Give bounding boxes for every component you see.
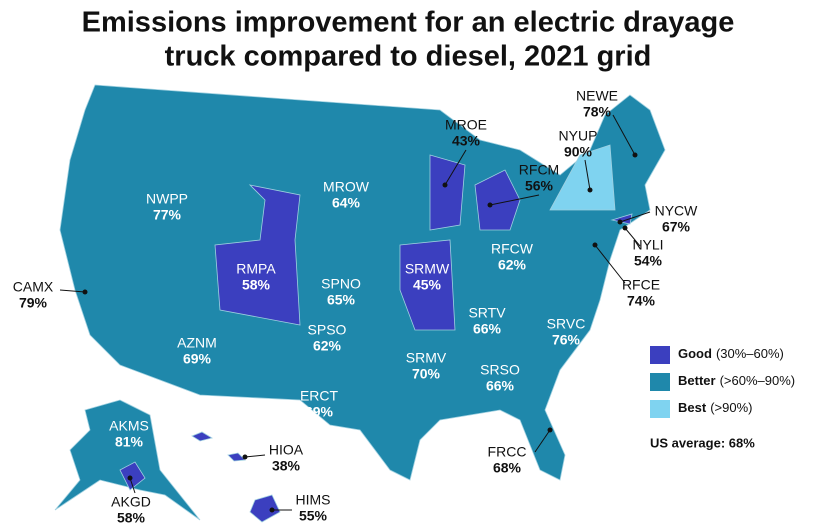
- region-value: 69%: [183, 351, 212, 367]
- region-name: SPNO: [321, 276, 361, 292]
- region-value: 43%: [452, 133, 481, 149]
- region-value: 62%: [498, 257, 527, 273]
- region-value: 70%: [412, 366, 441, 382]
- region-name: AKMS: [109, 418, 149, 434]
- region-value: 58%: [242, 277, 271, 293]
- region-name: RFCW: [491, 241, 534, 257]
- legend-swatch: [650, 400, 670, 418]
- region-value: 67%: [662, 219, 691, 235]
- map: Emissions improvement for an electric dr…: [0, 0, 817, 527]
- region-value: 74%: [627, 293, 656, 309]
- legend-name: Better: [678, 373, 716, 388]
- leader-dot: [548, 428, 553, 433]
- legend-name: Best: [678, 400, 707, 415]
- leader-dot: [443, 183, 448, 188]
- legend-label: Better (>60%–90%): [678, 373, 795, 388]
- leader-dot: [488, 203, 493, 208]
- legend-swatch: [650, 373, 670, 391]
- leader-dot: [633, 153, 638, 158]
- region-name: SRMW: [405, 261, 450, 277]
- region-value: 65%: [327, 292, 356, 308]
- leader-dot: [83, 290, 88, 295]
- region-value: 76%: [552, 332, 581, 348]
- region-value: 66%: [486, 378, 515, 394]
- region-value: 56%: [525, 178, 554, 194]
- region-value: 78%: [583, 104, 612, 120]
- region-name: AKGD: [111, 494, 151, 510]
- region-name: RMPA: [236, 261, 276, 277]
- region-name: NYUP: [559, 128, 598, 144]
- region-name: NYLI: [632, 237, 663, 253]
- region-name: MROE: [445, 117, 487, 133]
- leader-dot: [593, 243, 598, 248]
- region-value: 66%: [473, 321, 502, 337]
- region-value: 38%: [272, 458, 301, 474]
- title-line: Emissions improvement for an electric dr…: [82, 7, 735, 39]
- legend-range: (30%–60%): [716, 346, 784, 361]
- region-shape: [250, 495, 280, 522]
- legend-range: (>90%): [710, 400, 752, 415]
- leader-dot: [243, 455, 248, 460]
- region-name: NEWE: [576, 88, 618, 104]
- region-value: 90%: [564, 144, 593, 160]
- region-value: 45%: [413, 277, 442, 293]
- region-value: 81%: [115, 434, 144, 450]
- region-name: HIMS: [296, 492, 331, 508]
- leader-line: [245, 455, 265, 457]
- legend-label: Best(>90%): [678, 400, 752, 415]
- legend-swatch: [650, 346, 670, 364]
- region-value: 55%: [299, 508, 328, 524]
- legend-range: (>60%–90%): [720, 373, 796, 388]
- region-name: FRCC: [488, 444, 527, 460]
- region-value: 69%: [305, 404, 334, 420]
- region-name: SRMV: [406, 350, 447, 366]
- region-name: AZNM: [177, 335, 217, 351]
- region-shape: [430, 155, 465, 230]
- region-value: 77%: [153, 207, 182, 223]
- leader-dot: [270, 508, 275, 513]
- leader-dot: [623, 226, 628, 231]
- legend-label: Good (30%–60%): [678, 346, 784, 361]
- region-name: RFCM: [519, 162, 559, 178]
- region-name: RFCE: [622, 277, 660, 293]
- region-shape: [228, 453, 245, 461]
- region-value: 64%: [332, 195, 361, 211]
- legend-name: Good: [678, 346, 712, 361]
- region-name: NWPP: [146, 191, 188, 207]
- region-name: SRTV: [468, 305, 506, 321]
- region-name: MROW: [323, 179, 370, 195]
- region-value: 58%: [117, 510, 146, 526]
- region-name: NYCW: [655, 203, 699, 219]
- region-value: 54%: [634, 253, 663, 269]
- region-name: SRVC: [547, 316, 586, 332]
- region-name: SRSO: [480, 362, 520, 378]
- title-line: truck compared to diesel, 2021 grid: [165, 41, 652, 73]
- region-name: HIOA: [269, 442, 304, 458]
- region-value: 79%: [19, 295, 48, 311]
- region-name: ERCT: [300, 388, 339, 404]
- region-name: CAMX: [13, 279, 54, 295]
- region-shape: [192, 432, 212, 441]
- leader-dot: [128, 476, 133, 481]
- region-value: 62%: [313, 338, 342, 354]
- region-name: SPSO: [308, 322, 347, 338]
- region-value: 68%: [493, 460, 522, 476]
- us-average: US average: 68%: [650, 435, 755, 450]
- leader-dot: [618, 220, 623, 225]
- leader-dot: [588, 188, 593, 193]
